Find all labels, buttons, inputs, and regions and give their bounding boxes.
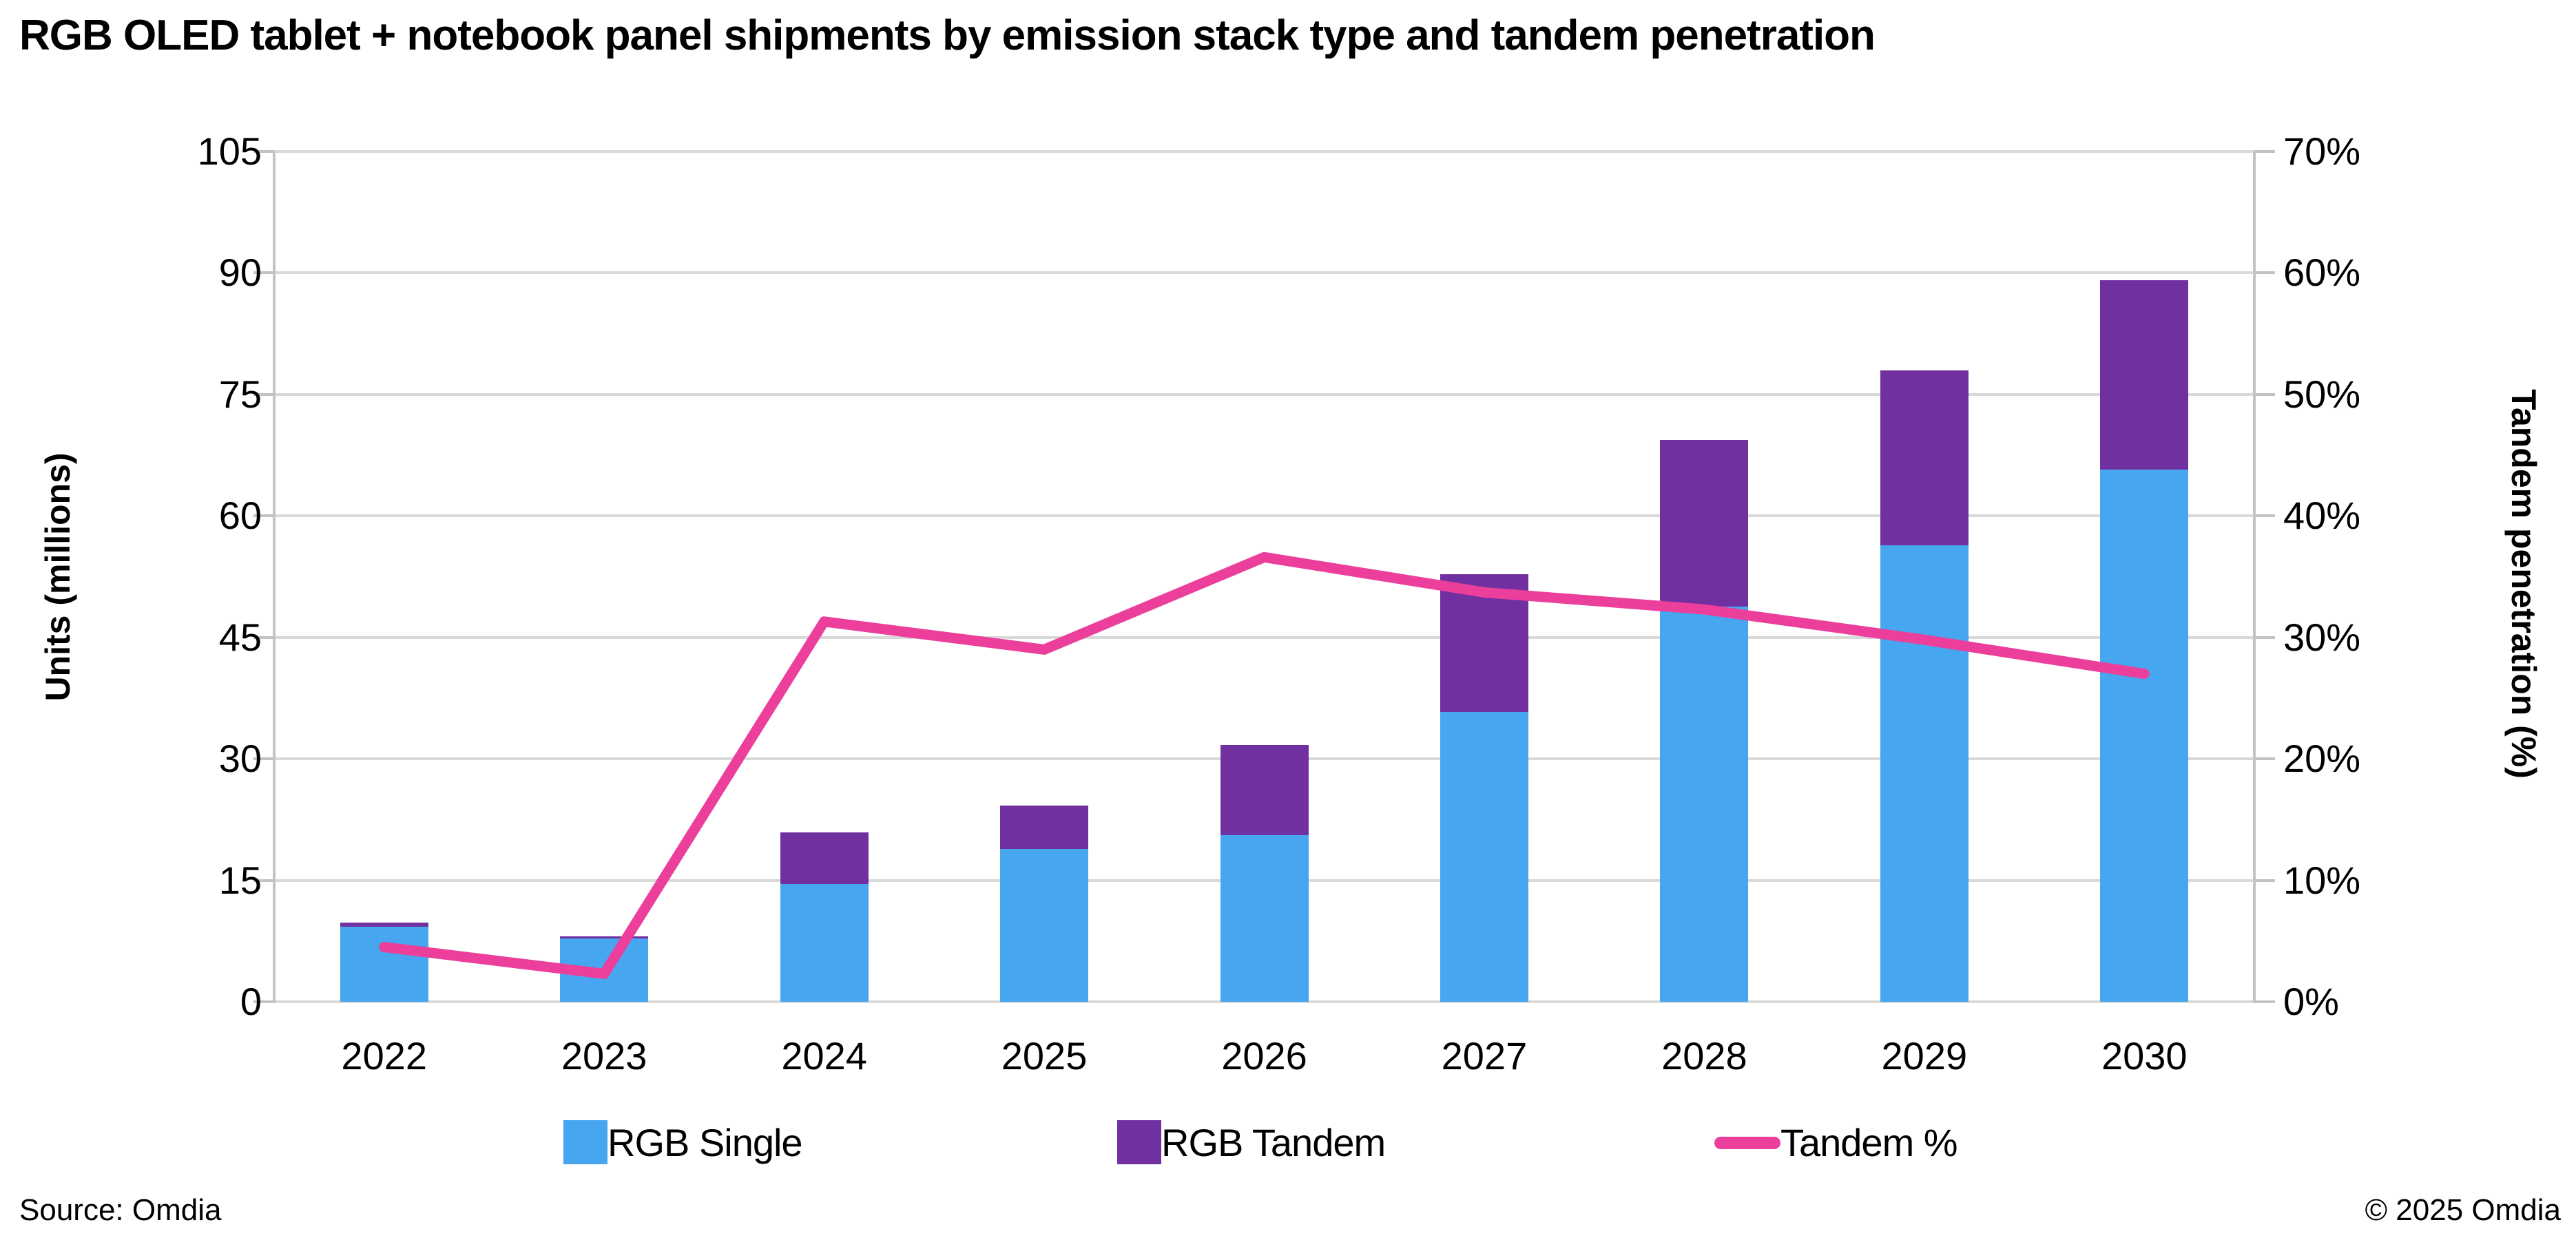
bar-segment-rgb-tandem (2100, 280, 2189, 470)
bar-segment-rgb-tandem (1660, 439, 1749, 607)
right-axis-tick (2254, 514, 2275, 518)
legend-swatch-tandem-line-icon (1714, 1137, 1780, 1149)
right-tick-label: 40% (2283, 494, 2361, 538)
legend-label-rgb-single: RGB Single (607, 1120, 803, 1164)
right-tick-label: 30% (2283, 615, 2361, 659)
x-axis-label: 2022 (341, 1034, 428, 1078)
x-axis-label: 2026 (1221, 1034, 1307, 1078)
left-tick-label: 75 (218, 372, 262, 416)
left-axis-tick (253, 514, 274, 518)
left-tick-label: 30 (218, 737, 262, 781)
x-axis-label: 2024 (781, 1034, 867, 1078)
bar-segment-rgb-single (2100, 470, 2189, 1002)
footer-source: Source: Omdia (19, 1193, 222, 1227)
left-tick-label: 90 (218, 251, 262, 295)
legend-label-rgb-tandem: RGB Tandem (1161, 1120, 1386, 1164)
legend-item-tandem-pct: Tandem % (1714, 1120, 1958, 1165)
left-tick-label: 15 (218, 858, 262, 902)
gridline (274, 271, 2254, 275)
left-axis-tick (253, 271, 274, 275)
left-axis-tick (253, 635, 274, 639)
x-axis-label: 2025 (1001, 1034, 1088, 1078)
x-axis-label: 2028 (1661, 1034, 1747, 1078)
right-axis-tick (2254, 635, 2275, 639)
x-axis-label: 2023 (561, 1034, 647, 1078)
gridline (274, 1000, 2254, 1003)
right-tick-label: 10% (2283, 858, 2361, 902)
footer-copyright: © 2025 Omdia (2365, 1193, 2561, 1227)
bar-segment-rgb-single (1880, 545, 1969, 1002)
right-axis-tick (2254, 150, 2275, 153)
bar-segment-rgb-tandem (560, 936, 649, 939)
right-tick-label: 50% (2283, 372, 2361, 416)
legend-item-rgb-single: RGB Single (563, 1120, 803, 1165)
left-axis-tick (253, 1000, 274, 1003)
left-axis-tick (253, 150, 274, 153)
legend-item-rgb-tandem: RGB Tandem (1117, 1120, 1386, 1165)
right-axis-tick (2254, 392, 2275, 396)
bar-segment-rgb-single (1220, 834, 1309, 1002)
bar-segment-rgb-single (1000, 848, 1089, 1002)
legend-swatch-rgb-tandem (1117, 1120, 1161, 1164)
legend-label-tandem-pct: Tandem % (1780, 1120, 1958, 1164)
right-axis-tick (2254, 271, 2275, 275)
bar-segment-rgb-single (340, 926, 428, 1002)
x-axis-label: 2029 (1881, 1034, 1968, 1078)
bar-segment-rgb-single (1660, 607, 1749, 1002)
left-axis-tick (253, 757, 274, 761)
right-axis-tick (2254, 1000, 2275, 1003)
right-tick-label: 0% (2283, 980, 2339, 1023)
left-axis-tick (253, 879, 274, 882)
left-tick-label: 0 (240, 980, 262, 1023)
right-axis-tick (2254, 879, 2275, 882)
bar-segment-rgb-tandem (340, 922, 428, 927)
left-tick-label: 60 (218, 494, 262, 538)
chart-title: RGB OLED tablet + notebook panel shipmen… (19, 12, 1876, 59)
bar-segment-rgb-tandem (1440, 574, 1528, 712)
left-tick-label: 105 (197, 129, 262, 173)
bar-segment-rgb-single (560, 938, 649, 1002)
legend: RGB Single RGB Tandem Tandem % (0, 1120, 2576, 1168)
gridline (274, 392, 2254, 396)
left-axis-line (273, 151, 276, 1003)
right-axis-line (2253, 151, 2256, 1003)
bar-segment-rgb-single (780, 884, 869, 1002)
gridline (274, 514, 2254, 518)
bar-segment-rgb-single (1440, 711, 1528, 1002)
right-axis-tick (2254, 757, 2275, 761)
bar-segment-rgb-tandem (1220, 745, 1309, 835)
right-tick-label: 70% (2283, 129, 2361, 173)
legend-swatch-rgb-single (563, 1120, 607, 1164)
bar-segment-rgb-tandem (780, 832, 869, 885)
left-tick-label: 45 (218, 615, 262, 659)
x-axis-label: 2030 (2101, 1034, 2188, 1078)
right-tick-label: 60% (2283, 251, 2361, 295)
right-tick-label: 20% (2283, 737, 2361, 781)
bar-segment-rgb-tandem (1880, 370, 1969, 545)
bar-segment-rgb-tandem (1000, 806, 1089, 849)
x-axis-label: 2027 (1441, 1034, 1528, 1078)
gridline (274, 150, 2254, 153)
left-axis-tick (253, 392, 274, 396)
